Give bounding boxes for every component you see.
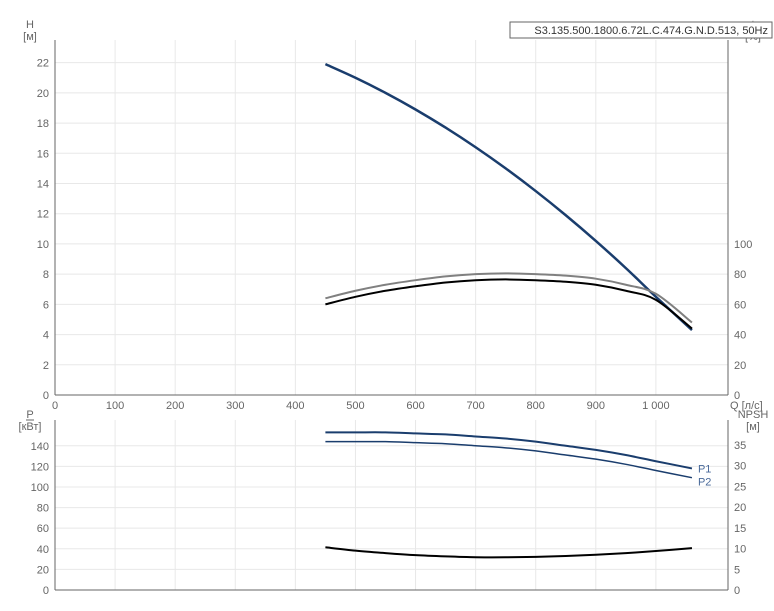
svg-text:100: 100 (31, 482, 49, 494)
y-right-bottom-label: NPSH (738, 409, 769, 421)
svg-text:0: 0 (43, 585, 49, 597)
svg-text:20: 20 (37, 88, 49, 100)
svg-text:12: 12 (37, 209, 49, 221)
svg-text:40: 40 (37, 544, 49, 556)
svg-text:120: 120 (31, 461, 49, 473)
y-right-bottom-label: [м] (746, 421, 760, 433)
svg-text:18: 18 (37, 118, 49, 130)
svg-text:0: 0 (734, 390, 740, 402)
svg-text:20: 20 (734, 360, 746, 372)
svg-text:40: 40 (734, 330, 746, 342)
p2-curve (325, 442, 692, 478)
svg-text:30: 30 (734, 461, 746, 473)
chart-title: S3.135.500.1800.6.72L.C.474.G.N.D.513, 5… (534, 25, 768, 37)
svg-text:500: 500 (346, 400, 364, 412)
svg-text:140: 140 (31, 441, 49, 453)
y-left-bottom-label: P (26, 409, 33, 421)
svg-text:2: 2 (43, 360, 49, 372)
svg-text:0: 0 (734, 585, 740, 597)
svg-text:14: 14 (37, 179, 49, 191)
efficiency-curve-1 (325, 273, 692, 322)
svg-text:60: 60 (734, 299, 746, 311)
svg-text:80: 80 (734, 269, 746, 281)
svg-text:5: 5 (734, 564, 740, 576)
svg-text:35: 35 (734, 440, 746, 452)
svg-text:6: 6 (43, 299, 49, 311)
svg-text:900: 900 (587, 400, 605, 412)
svg-text:300: 300 (226, 400, 244, 412)
p2-label: P2 (698, 477, 711, 489)
svg-text:0: 0 (43, 390, 49, 402)
svg-text:15: 15 (734, 523, 746, 535)
svg-text:4: 4 (43, 330, 49, 342)
svg-text:100: 100 (106, 400, 124, 412)
svg-text:22: 22 (37, 58, 49, 70)
svg-text:200: 200 (166, 400, 184, 412)
svg-text:400: 400 (286, 400, 304, 412)
svg-text:80: 80 (37, 503, 49, 515)
svg-text:20: 20 (734, 502, 746, 514)
svg-text:800: 800 (527, 400, 545, 412)
y-left-top-label: H (26, 19, 34, 31)
p1-curve (325, 432, 692, 468)
svg-text:25: 25 (734, 481, 746, 493)
svg-text:700: 700 (466, 400, 484, 412)
svg-text:600: 600 (406, 400, 424, 412)
svg-text:0: 0 (52, 400, 58, 412)
svg-text:10: 10 (37, 239, 49, 251)
svg-text:8: 8 (43, 269, 49, 281)
svg-text:16: 16 (37, 148, 49, 160)
svg-text:10: 10 (734, 544, 746, 556)
y-left-bottom-label: [кВт] (19, 421, 42, 433)
svg-text:60: 60 (37, 523, 49, 535)
pump-curve-chart: 01002003004005006007008009001 000Q [л/с]… (0, 0, 774, 611)
svg-text:100: 100 (734, 239, 752, 251)
y-left-top-label: [м] (23, 31, 37, 43)
head-curve (325, 64, 692, 330)
svg-text:1 000: 1 000 (642, 400, 670, 412)
p1-label: P1 (698, 463, 711, 475)
svg-text:20: 20 (37, 564, 49, 576)
chart-svg: 01002003004005006007008009001 000Q [л/с]… (0, 0, 774, 611)
